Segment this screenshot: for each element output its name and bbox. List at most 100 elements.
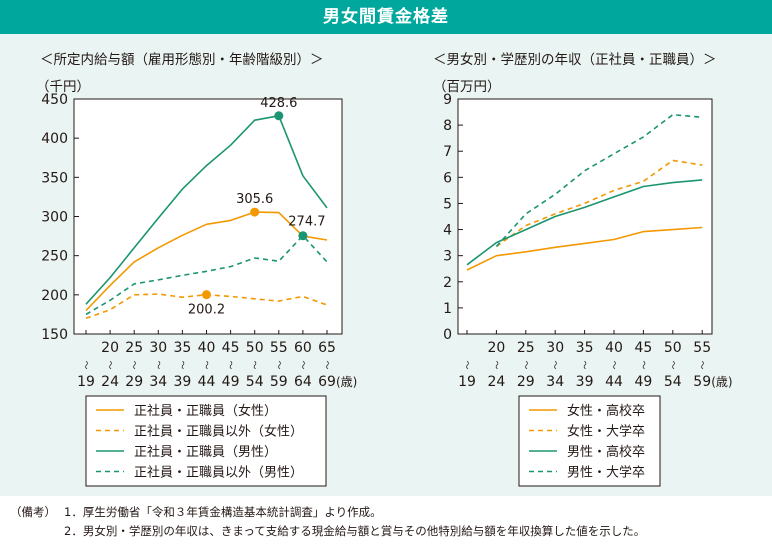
x-tick-label-bottom: 44 <box>605 374 623 390</box>
x-tick-label-top: 55 <box>270 340 288 356</box>
y-tick-label: 200 <box>41 288 68 304</box>
x-tick-label-top: 50 <box>664 340 682 356</box>
y-tick-label: 5 <box>443 196 452 212</box>
series-line-1 <box>85 211 328 312</box>
y-tick-label: 6 <box>443 170 452 186</box>
y-tick-label: 450 <box>41 92 68 108</box>
x-tick-label-top: 40 <box>198 340 216 356</box>
chart-1-unit: （千円） <box>36 79 90 95</box>
x-tilde: 〜 <box>249 360 259 369</box>
x-tick-label-top: 35 <box>173 340 191 356</box>
x-tilde: 〜 <box>321 360 331 369</box>
x-tilde: 〜 <box>104 360 114 369</box>
x-tick-label-top: 60 <box>294 340 312 356</box>
x-tick-label-bottom: 49 <box>222 374 240 390</box>
data-marker <box>202 290 211 300</box>
series-line-3 <box>85 115 328 305</box>
y-tick-label: 0 <box>443 327 452 343</box>
y-tick-label: 9 <box>443 92 452 108</box>
x-tick-label-bottom: 39 <box>173 374 191 390</box>
x-tilde: 〜 <box>297 360 307 369</box>
x-tick-label-top: 30 <box>546 340 564 356</box>
page-title: 男女間賃金格差 <box>0 0 772 34</box>
legend-label: 正社員・正職員（女性） <box>134 403 277 419</box>
y-tick-label: 250 <box>41 249 68 265</box>
x-tick-label-bottom: 34 <box>149 374 167 390</box>
x-tilde: 〜 <box>128 360 138 369</box>
data-marker <box>298 231 308 241</box>
data-label: 200.2 <box>188 303 225 318</box>
x-tick-label-bottom: 59 <box>693 374 711 390</box>
x-tick-label-bottom: 49 <box>634 374 652 390</box>
x-tick-label-top: 40 <box>605 340 623 356</box>
legend-label: 女性・高校卒 <box>567 403 645 419</box>
x-tilde: 〜 <box>579 360 589 369</box>
x-tilde: 〜 <box>201 360 211 369</box>
notes-key: （備考） <box>10 505 56 519</box>
y-tick-label: 7 <box>443 144 452 160</box>
series-line-4 <box>85 234 328 316</box>
charts-svg: ＜所定内給与額（雇用形態別・年齢階級別）＞（千円）150200250300350… <box>36 51 733 487</box>
legend-label: 正社員・正職員（男性） <box>134 444 277 460</box>
legend-label: 男性・大学卒 <box>567 465 645 481</box>
x-tilde: 〜 <box>461 360 471 369</box>
x-tick-label-top: 45 <box>634 340 652 356</box>
legend-1: 正社員・正職員（女性） 正社員・正職員以外（女性） 正社員・正職員（男性） 正社員・正… <box>85 395 327 487</box>
note-line-1: 1．厚生労働省「令和３年賃金構造基本統計調査」より作成。 <box>64 505 382 519</box>
x-tick-label-top: 25 <box>125 340 143 356</box>
x-tilde: 〜 <box>225 360 235 369</box>
x-tick-label-bottom: 64 <box>294 374 312 390</box>
chart-2-unit: （百万円） <box>433 79 501 95</box>
x-tilde: 〜 <box>273 360 283 369</box>
x-tick-label-top: 20 <box>487 340 505 356</box>
x-tick-label-bottom: 19 <box>458 374 476 390</box>
x-tick-label-bottom: 44 <box>198 374 216 390</box>
notes: （備考） 1．厚生労働省「令和３年賃金構造基本統計調査」より作成。 2．男女別・… <box>0 496 772 547</box>
x-axis-suffix: (歳) <box>336 375 357 389</box>
x-tick-label-top: 50 <box>246 340 264 356</box>
note-line-2: 2．男女別・学歴別の年収は、きまって支給する現金給与額と賞与その他特別給与額を年… <box>64 524 646 538</box>
x-tick-label-top: 25 <box>517 340 535 356</box>
data-label: 274.7 <box>288 215 325 230</box>
legend-label: 男性・高校卒 <box>567 444 645 460</box>
x-tick-label-bottom: 69 <box>318 374 336 390</box>
y-tick-label: 2 <box>443 275 452 291</box>
x-tick-label-bottom: 24 <box>487 374 505 390</box>
data-marker <box>250 207 260 217</box>
chart-1-title: ＜所定内給与額（雇用形態別・年齢階級別）＞ <box>40 51 324 68</box>
series-line-4 <box>495 113 703 248</box>
y-tick-label: 1 <box>443 301 452 317</box>
legend-label: 正社員・正職員以外（女性） <box>134 424 303 440</box>
x-tick-label-bottom: 34 <box>546 374 564 390</box>
x-tilde: 〜 <box>549 360 559 369</box>
y-tick-label: 4 <box>443 223 452 239</box>
x-tilde: 〜 <box>80 360 90 369</box>
x-axis-suffix: (歳) <box>711 375 732 389</box>
series-line-3 <box>466 179 703 266</box>
x-tick-label-bottom: 29 <box>517 374 535 390</box>
x-tilde: 〜 <box>152 360 162 369</box>
data-label: 305.6 <box>236 192 273 207</box>
y-tick-label: 300 <box>41 210 68 226</box>
x-tilde: 〜 <box>696 360 706 369</box>
series-line-1 <box>466 226 703 271</box>
x-tick-label-bottom: 59 <box>270 374 288 390</box>
x-tick-label-bottom: 29 <box>125 374 143 390</box>
data-marker <box>274 111 284 121</box>
y-tick-label: 350 <box>41 170 68 186</box>
x-tick-label-top: 65 <box>318 340 336 356</box>
legend-box <box>85 395 327 487</box>
data-label: 428.6 <box>260 96 297 111</box>
series-line-2 <box>495 159 703 248</box>
legend-label: 女性・大学卒 <box>567 424 645 440</box>
x-tick-label-top: 30 <box>149 340 167 356</box>
x-tick-label-top: 45 <box>222 340 240 356</box>
x-tick-label-bottom: 39 <box>576 374 594 390</box>
x-tilde: 〜 <box>490 360 500 369</box>
chart-area: ＜所定内給与額（雇用形態別・年齢階級別）＞ （千円） 150 200 250 300 350… <box>0 34 772 496</box>
x-tilde: 〜 <box>637 360 647 369</box>
plot-area <box>457 98 713 335</box>
y-tick-label: 150 <box>41 327 68 343</box>
